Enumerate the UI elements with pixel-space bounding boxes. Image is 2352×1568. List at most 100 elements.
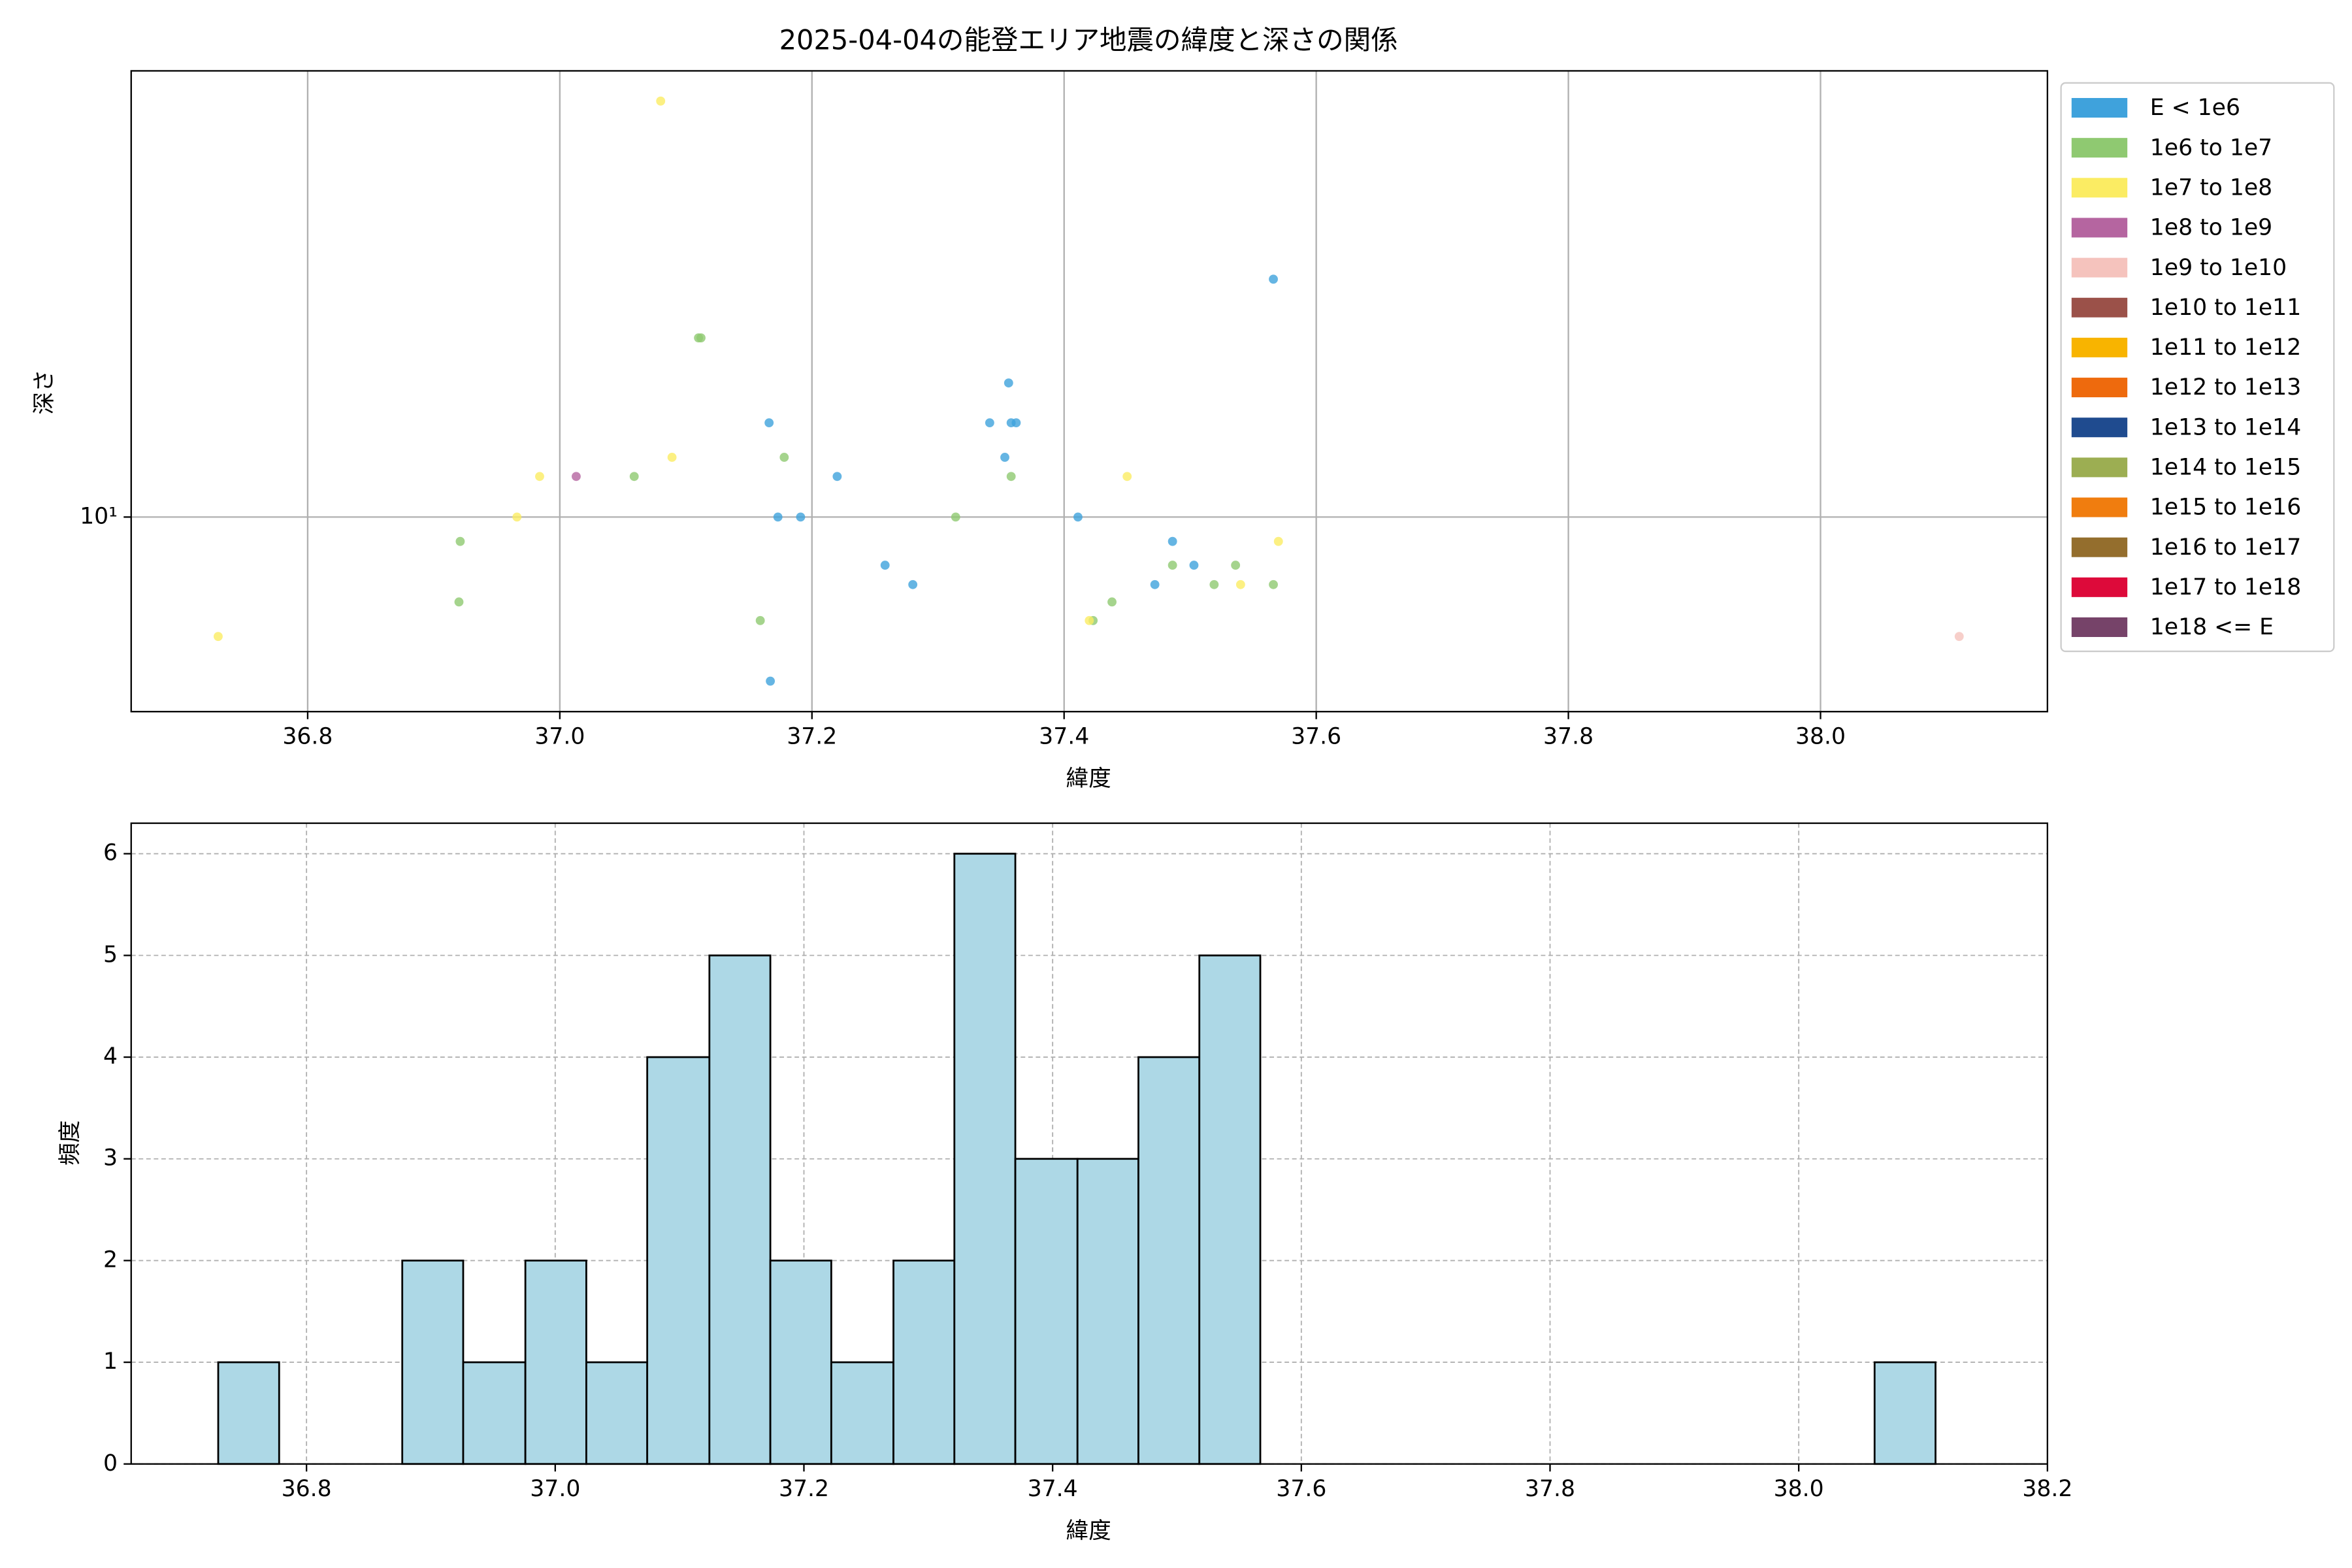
legend-label: 1e12 to 1e13	[2150, 374, 2301, 400]
x-tick-label: 37.0	[530, 1476, 580, 1502]
legend-label: 1e13 to 1e14	[2150, 414, 2301, 440]
legend-label: 1e8 to 1e9	[2150, 215, 2272, 241]
scatter-point	[1168, 536, 1177, 546]
histogram-bar	[217, 1361, 280, 1465]
x-tick-label: 38.0	[1795, 723, 1846, 749]
legend-label: E < 1e6	[2150, 95, 2240, 121]
legend-swatch	[2071, 537, 2128, 557]
scatter-point	[455, 536, 465, 546]
x-tick-label: 37.8	[1543, 723, 1593, 749]
scatter-point	[213, 632, 223, 642]
legend-swatch	[2071, 98, 2128, 118]
scatter-point	[629, 472, 639, 482]
x-axis-label: 緯度	[1066, 766, 1111, 792]
histogram-bar	[462, 1361, 527, 1465]
scatter-point	[764, 418, 774, 428]
scatter-point	[1954, 632, 1964, 642]
legend-swatch	[2071, 497, 2128, 517]
scatter-point	[832, 472, 842, 482]
histogram-bar	[1198, 954, 1262, 1465]
histogram-bar	[1014, 1158, 1079, 1465]
scatter-point	[880, 561, 890, 570]
scatter-point	[667, 453, 677, 462]
x-tick-label: 37.6	[1276, 1476, 1326, 1502]
y-tick-label: 0	[103, 1450, 118, 1477]
x-tick-label: 37.6	[1291, 723, 1341, 749]
scatter-point	[572, 472, 581, 482]
x-tick-label: 36.8	[282, 723, 333, 749]
legend-swatch	[2071, 178, 2128, 198]
y-tick-label: 3	[103, 1145, 118, 1171]
scatter-point	[1189, 561, 1199, 570]
x-tick-label: 36.8	[282, 1476, 332, 1502]
scatter-point	[1269, 580, 1278, 589]
scatter-point	[1011, 418, 1021, 428]
legend-swatch	[2071, 457, 2128, 478]
x-tick-label: 38.2	[2022, 1476, 2072, 1502]
scatter-point	[535, 472, 544, 482]
scatter-point	[796, 512, 806, 522]
x-tick-label: 37.4	[1039, 723, 1089, 749]
legend-swatch	[2071, 218, 2128, 238]
scatter-point	[755, 615, 765, 625]
scatter-point	[1073, 512, 1083, 522]
y-tick-label: 2	[103, 1247, 118, 1273]
legend-swatch	[2071, 257, 2128, 278]
scatter-point	[1085, 615, 1094, 625]
histogram-bar	[646, 1056, 711, 1465]
scatter-point	[1122, 472, 1132, 482]
x-tick-label: 37.8	[1525, 1476, 1575, 1502]
y-tick-label: 1	[103, 1348, 118, 1375]
scatter-point	[1273, 536, 1283, 546]
scatter-point	[766, 676, 776, 686]
legend-swatch	[2071, 577, 2128, 597]
histogram-bar	[1076, 1158, 1139, 1465]
scatter-point	[1209, 580, 1219, 589]
scatter-point	[1150, 580, 1160, 589]
y-tick-label: 4	[103, 1043, 118, 1070]
legend-swatch	[2071, 297, 2128, 318]
histogram-bar	[708, 954, 772, 1465]
scatter-point	[985, 418, 994, 428]
scatter-point	[696, 333, 706, 343]
histogram-bar	[1137, 1056, 1201, 1465]
scatter-point	[454, 597, 464, 607]
axes-frame	[130, 70, 2048, 713]
legend-label: 1e18 <= E	[2150, 614, 2274, 640]
histogram-bar	[830, 1361, 894, 1465]
y-axis-label: 頻度	[57, 1120, 83, 1166]
legend-label: 1e16 to 1e17	[2150, 534, 2301, 561]
legend-label: 1e10 to 1e11	[2150, 295, 2301, 321]
scatter-point	[1269, 274, 1278, 284]
histogram-bar	[585, 1361, 649, 1465]
x-tick-label: 37.4	[1028, 1476, 1078, 1502]
x-tick-label: 37.0	[534, 723, 585, 749]
legend-label: 1e17 to 1e18	[2150, 574, 2301, 600]
legend-swatch	[2071, 378, 2128, 398]
histogram-bar	[401, 1260, 465, 1465]
y-tick-label: 6	[103, 840, 118, 866]
legend-swatch	[2071, 138, 2128, 158]
x-axis-label: 緯度	[1066, 1518, 1111, 1544]
legend-label: 1e9 to 1e10	[2150, 255, 2287, 281]
x-tick-label: 37.2	[787, 723, 837, 749]
legend-swatch	[2071, 417, 2128, 438]
legend-box	[2060, 82, 2335, 653]
scatter-point	[779, 453, 789, 462]
x-tick-label: 38.0	[1774, 1476, 1824, 1502]
scatter-point	[1235, 580, 1245, 589]
legend-label: 1e11 to 1e12	[2150, 335, 2301, 361]
legend-swatch	[2071, 617, 2128, 637]
scatter-point	[1168, 561, 1177, 570]
scatter-point	[951, 512, 960, 522]
y-tick-label: 5	[103, 941, 118, 968]
axes-frame	[130, 822, 2048, 1465]
legend-label: 1e14 to 1e15	[2150, 455, 2301, 481]
scatter-point	[773, 512, 783, 522]
scatter-point	[1231, 561, 1241, 570]
scatter-point	[908, 580, 918, 589]
x-tick-label: 37.2	[779, 1476, 829, 1502]
histogram-bar	[1873, 1361, 1936, 1465]
